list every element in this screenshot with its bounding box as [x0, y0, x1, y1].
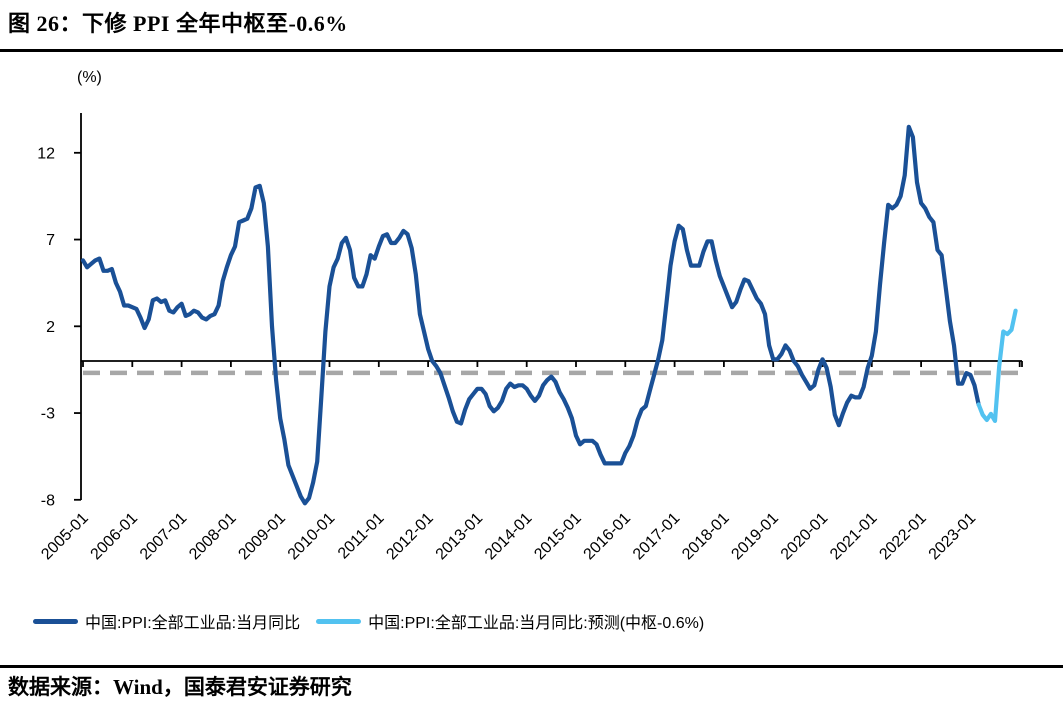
x-tick-label: 2008-01	[186, 510, 240, 564]
legend-swatch-forecast	[316, 618, 362, 624]
y-tick-label: -3	[41, 406, 55, 423]
x-tick-label: 2017-01	[630, 510, 684, 564]
x-tick-label: 2021-01	[827, 510, 881, 564]
x-tick-label: 2007-01	[137, 510, 191, 564]
y-axis-unit-label: (%)	[77, 69, 102, 86]
figure-title: 图 26：下修 PPI 全年中枢至-0.6%	[8, 11, 348, 36]
x-tick-label: 2023-01	[926, 510, 980, 564]
x-tick-label: 2020-01	[778, 510, 832, 564]
plot-area: 12 7 2 -3 -82005-012006-012007-012008-012009…	[37, 113, 1023, 564]
x-tick-label: 2006-01	[88, 510, 142, 564]
x-tick-label: 2012-01	[383, 510, 437, 564]
footer-divider-line	[0, 665, 1063, 668]
x-tick-label: 2019-01	[728, 510, 782, 564]
ppi-line-chart: (%) 12 7 2 -3 -82005-012006-012007-012008-01…	[37, 69, 1023, 564]
data-source-note: 数据来源：Wind，国泰君安证券研究	[8, 675, 352, 699]
legend-swatch-actual	[33, 618, 78, 624]
y-tick-label: 12	[37, 145, 55, 162]
legend-item-actual: 中国:PPI:全部工业品:当月同比	[33, 609, 300, 633]
x-tick-label: 2010-01	[285, 510, 339, 564]
legend-label-forecast: 中国:PPI:全部工业品:当月同比:预测(中枢-0.6%)	[368, 615, 705, 632]
x-tick-label: 2011-01	[335, 510, 388, 563]
x-tick-label: 2018-01	[679, 510, 733, 564]
y-tick-label: 2	[46, 319, 55, 336]
legend-label-actual: 中国:PPI:全部工业品:当月同比	[85, 615, 301, 632]
x-tick-label: 2015-01	[531, 510, 585, 564]
forecast-series-path	[976, 308, 1018, 423]
legend: 中国:PPI:全部工业品:当月同比 中国:PPI:全部工业品:当月同比:预测(中…	[33, 609, 704, 633]
x-tick-label: 2005-01	[38, 510, 92, 564]
actual-series-path	[80, 124, 981, 506]
legend-item-forecast: 中国:PPI:全部工业品:当月同比:预测(中枢-0.6%)	[316, 609, 704, 633]
x-tick-label: 2013-01	[433, 510, 487, 564]
x-tick-label: 2022-01	[876, 510, 930, 564]
x-tick-label: 2014-01	[482, 510, 536, 564]
x-tick-label: 2016-01	[581, 510, 635, 564]
y-tick-label: -8	[41, 492, 55, 509]
x-tick-label: 2009-01	[235, 510, 289, 564]
y-tick-label: 7	[46, 232, 55, 249]
title-divider-line	[0, 49, 1063, 52]
